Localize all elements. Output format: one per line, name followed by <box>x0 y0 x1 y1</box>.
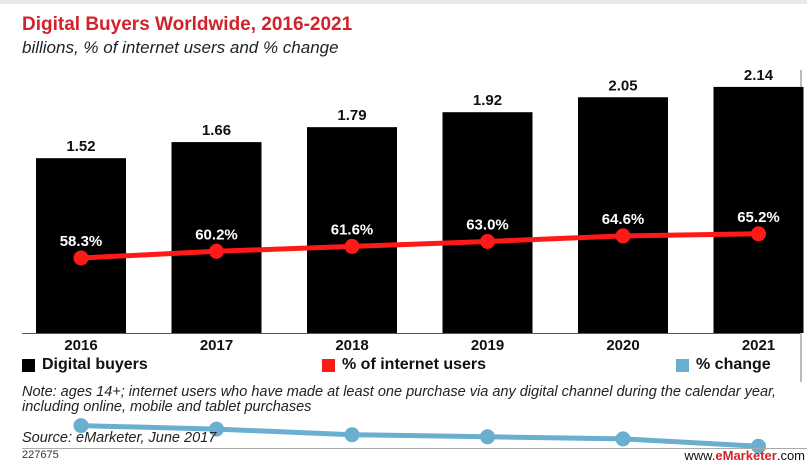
data-label-pct-of-internet-users-2016: 58.3% <box>60 233 103 250</box>
point-pct-change-2020 <box>615 431 631 447</box>
line-pct-of-internet-users <box>78 231 761 261</box>
point-pct-of-internet-users-2020 <box>615 228 631 244</box>
brand-suffix: .com <box>776 448 805 463</box>
legend-swatch-pct-internet-users <box>322 359 335 372</box>
x-tick-label-2019: 2019 <box>471 337 504 354</box>
bar-digital-buyers-2020 <box>578 97 668 333</box>
data-label-pct-change-2017: 9.4% <box>199 404 233 421</box>
top-border <box>0 0 807 4</box>
chart-title: Digital Buyers Worldwide, 2016-2021 <box>22 14 353 35</box>
x-tick-label-2018: 2018 <box>335 337 368 354</box>
bar-digital-buyers-2019 <box>442 112 533 333</box>
data-label-pct-change-2020: 6.6% <box>606 414 640 431</box>
legend-swatch-pct-change <box>676 359 689 372</box>
point-pct-change-2018 <box>344 427 360 443</box>
data-label-pct-of-internet-users-2019: 63.0% <box>466 217 509 234</box>
bar-label-2017: 1.66 <box>202 122 231 139</box>
x-tick-label-2017: 2017 <box>200 337 233 354</box>
bar-digital-buyers-2018 <box>307 127 397 334</box>
legend-label-pct-internet-users: % of internet users <box>342 356 487 373</box>
bar-digital-buyers-2021 <box>713 86 804 334</box>
data-label-pct-change-2021: 4.5% <box>741 421 775 438</box>
point-pct-change-2019 <box>480 429 495 445</box>
bar-digital-buyers-2016 <box>36 158 126 333</box>
point-pct-of-internet-users-2021 <box>751 226 766 242</box>
chart-source: Source: eMarketer, June 2017 <box>22 430 217 446</box>
point-pct-change-2021 <box>751 438 766 454</box>
data-label-pct-change-2019: 7.2% <box>470 412 504 429</box>
data-label-pct-of-internet-users-2020: 64.6% <box>602 211 645 228</box>
x-tick-label-2016: 2016 <box>64 337 97 354</box>
point-pct-of-internet-users-2018 <box>344 238 360 254</box>
data-label-pct-of-internet-users-2017: 60.2% <box>195 226 238 243</box>
data-label-pct-change-2016: 10.4% <box>60 401 103 418</box>
point-pct-of-internet-users-2019 <box>480 234 495 249</box>
data-label-pct-of-internet-users-2018: 61.6% <box>331 221 374 238</box>
brand-logo: www.eMarketer.com <box>684 448 805 463</box>
bar-label-2018: 1.79 <box>337 107 366 124</box>
bar-label-2016: 1.52 <box>66 138 95 155</box>
brand-name: eMarketer <box>715 448 777 463</box>
line-pct-change <box>78 423 761 449</box>
data-label-pct-of-internet-users-2021: 65.2% <box>737 209 780 226</box>
bar-label-2020: 2.05 <box>608 77 637 94</box>
bar-label-2021: 2.14 <box>744 67 774 84</box>
brand-prefix: www. <box>684 448 716 463</box>
point-pct-change-2017 <box>209 421 224 437</box>
point-pct-of-internet-users-2016 <box>73 250 89 266</box>
legend-swatch-digital-buyers <box>22 359 35 372</box>
bar-label-2019: 1.92 <box>473 92 502 109</box>
point-pct-change-2016 <box>73 418 89 434</box>
point-pct-of-internet-users-2017 <box>209 243 224 259</box>
legend-label-pct-change: % change <box>696 356 771 373</box>
x-tick-label-2020: 2020 <box>606 337 639 354</box>
x-tick-label-2021: 2021 <box>742 337 775 354</box>
legend-label-digital-buyers: Digital buyers <box>42 356 148 373</box>
chart-id: 227675 <box>22 449 59 461</box>
bar-digital-buyers-2017 <box>171 142 262 333</box>
chart-note: Note: ages 14+; internet users who have … <box>22 384 777 415</box>
footer-divider <box>22 448 807 449</box>
data-label-pct-change-2018: 7.8% <box>335 410 369 427</box>
chart-subtitle: billions, % of internet users and % chan… <box>22 38 339 57</box>
